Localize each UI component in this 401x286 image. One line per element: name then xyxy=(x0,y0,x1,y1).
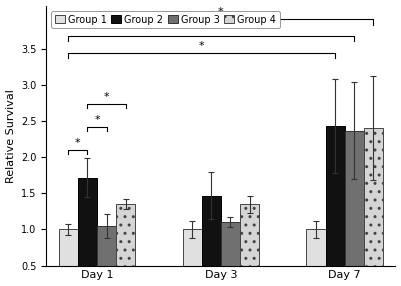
Bar xyxy=(97,226,116,286)
Bar xyxy=(116,204,135,286)
Bar xyxy=(345,131,364,286)
Bar xyxy=(59,229,78,286)
Text: *: * xyxy=(218,7,224,17)
Bar xyxy=(221,222,240,286)
Bar xyxy=(364,128,383,286)
Text: *: * xyxy=(199,41,205,51)
Bar xyxy=(306,229,326,286)
Bar xyxy=(240,204,259,286)
Y-axis label: Relative Survival: Relative Survival xyxy=(6,89,16,183)
Bar xyxy=(78,178,97,286)
Legend: Group 1, Group 2, Group 3, Group 4: Group 1, Group 2, Group 3, Group 4 xyxy=(51,11,280,28)
Text: *: * xyxy=(75,138,81,148)
Text: *: * xyxy=(104,92,109,102)
Text: *: * xyxy=(94,115,100,125)
Bar xyxy=(202,196,221,286)
Text: *: * xyxy=(209,24,214,34)
Bar xyxy=(326,126,345,286)
Bar xyxy=(182,229,202,286)
